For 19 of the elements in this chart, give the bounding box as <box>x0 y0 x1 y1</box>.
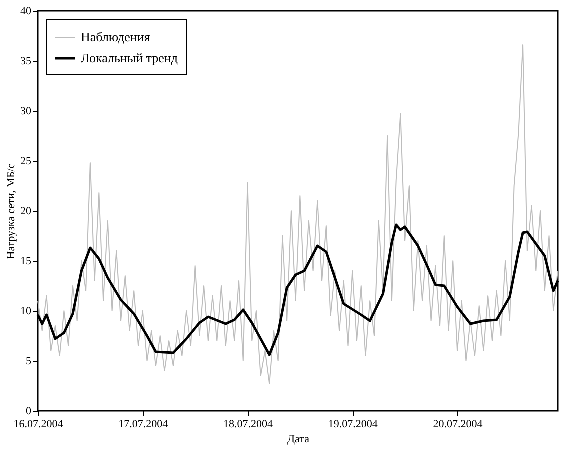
y-tick-label: 35 <box>20 56 32 68</box>
legend-label: Наблюдения <box>81 30 150 44</box>
y-tick-label: 30 <box>20 106 32 118</box>
x-tick-label: 16.07.2004 <box>14 418 64 430</box>
x-tick-label: 20.07.2004 <box>433 418 484 430</box>
y-tick-label: 25 <box>20 156 32 168</box>
x-tick-label: 17.07.2004 <box>118 418 169 430</box>
y-tick-label: 0 <box>26 406 32 418</box>
x-axis-title: Дата <box>288 434 310 446</box>
y-tick-label: 40 <box>20 6 32 18</box>
legend-label: Локальный тренд <box>81 50 178 66</box>
y-tick-label: 20 <box>20 206 32 218</box>
line-series <box>38 44 558 384</box>
y-axis-title: Нагрузка сети, МБ/с <box>6 164 18 260</box>
x-tick-label: 19.07.2004 <box>328 418 378 430</box>
y-tick-label: 5 <box>26 356 32 368</box>
y-tick-label: 15 <box>20 256 32 268</box>
y-tick-label: 10 <box>20 306 32 318</box>
x-tick-label: 18.07.2004 <box>224 418 274 430</box>
